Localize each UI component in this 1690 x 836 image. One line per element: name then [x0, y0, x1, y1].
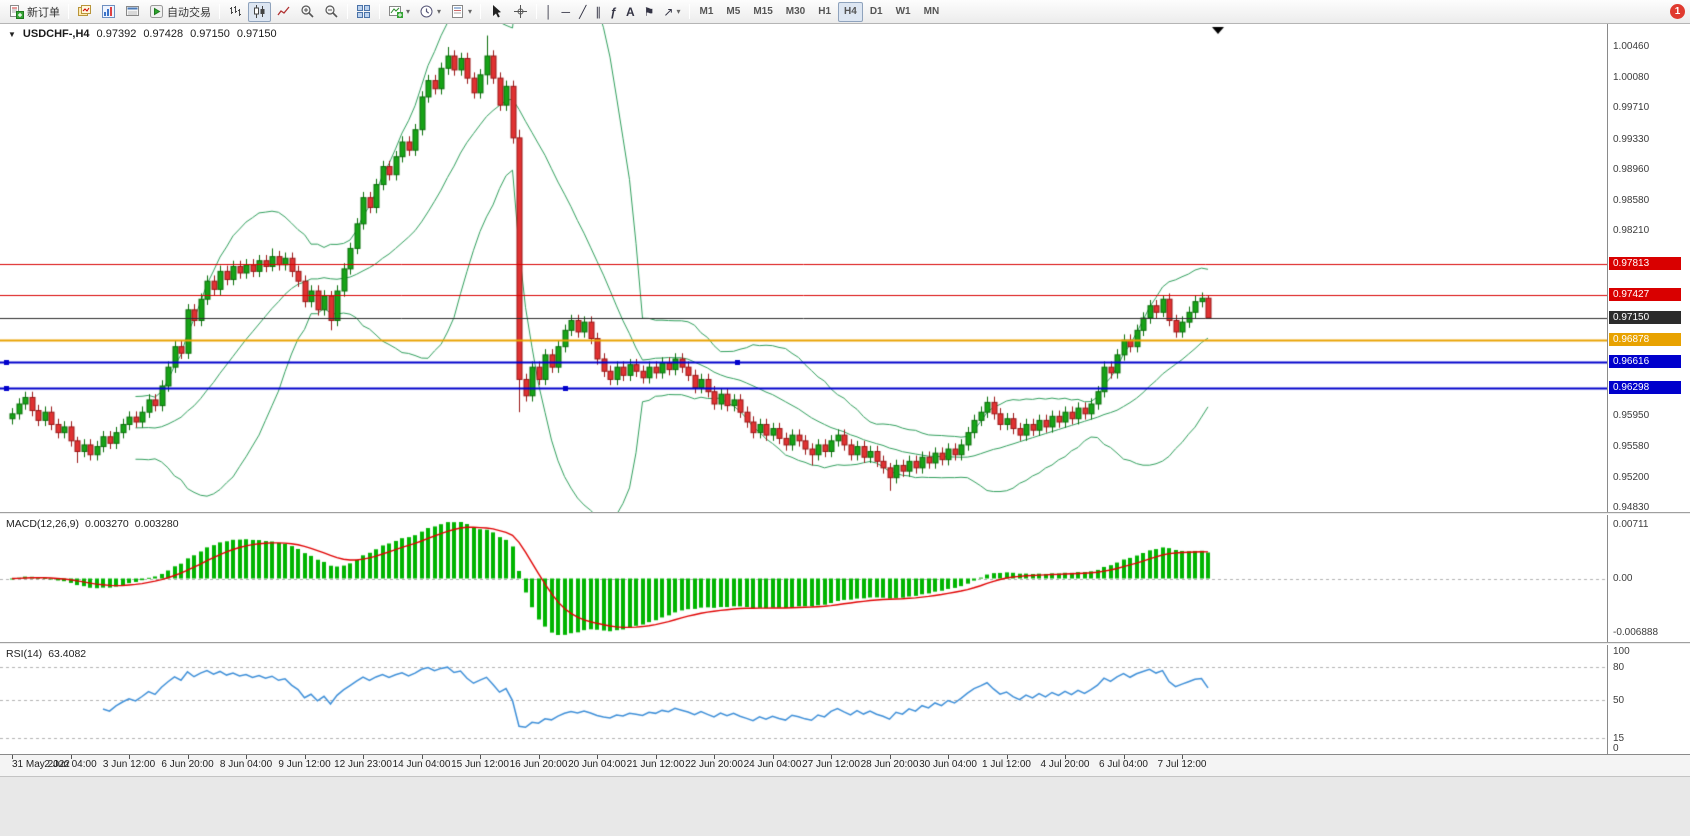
channel-button[interactable]: ∥	[591, 2, 605, 22]
candlestick-chart-button[interactable]	[248, 1, 271, 22]
chart-symbol-period: USDCHF-,H4	[22, 28, 90, 40]
indicators-icon	[389, 6, 403, 18]
periods-button[interactable]: ▾	[415, 2, 445, 22]
line-chart-button[interactable]	[272, 2, 295, 22]
trendline-button[interactable]: ╱	[575, 2, 590, 22]
market-watch-button[interactable]	[97, 2, 120, 22]
collapse-triangle-icon[interactable]: ▼	[8, 29, 16, 39]
vertical-line-button[interactable]: │	[541, 2, 557, 22]
zoom-in-button[interactable]	[296, 2, 319, 22]
timeframe-h4-button[interactable]: H4	[838, 1, 863, 22]
label-tool-button[interactable]: ⚑	[640, 2, 659, 22]
autotrading-label: 自动交易	[167, 6, 211, 19]
terminal-button[interactable]	[121, 2, 144, 22]
text-tool-button[interactable]: A	[622, 2, 639, 22]
toolbar-separator	[536, 4, 538, 19]
trendline-icon: ╱	[579, 4, 587, 19]
ohlc-low: 0.97150	[190, 28, 230, 40]
dropdown-caret-icon: ▾	[468, 7, 473, 16]
autotrading-button[interactable]: 自动交易	[145, 2, 215, 22]
timeframe-m15-button[interactable]: M15	[747, 2, 778, 22]
bottom-filler	[0, 776, 1690, 836]
timeframe-d1-button[interactable]: D1	[864, 2, 889, 22]
toolbar-separator	[68, 4, 69, 19]
crosshair-button[interactable]	[509, 2, 532, 22]
rsi-panel	[0, 645, 1690, 754]
macd-name: MACD(12,26,9)	[6, 518, 79, 530]
main-chart-canvas[interactable]	[0, 24, 1607, 512]
charts-window-icon	[78, 5, 91, 16]
notification-badge[interactable]: 1	[1670, 4, 1685, 19]
ohlc-high: 0.97428	[143, 28, 184, 40]
macd-main-value: 0.003270	[84, 518, 129, 530]
periods-icon	[420, 5, 433, 18]
macd-canvas[interactable]	[0, 515, 1607, 642]
timeframe-w1-button[interactable]: W1	[890, 2, 917, 22]
timeframe-mn-button[interactable]: MN	[918, 2, 946, 22]
timeframe-h1-button[interactable]: H1	[812, 2, 837, 22]
price-axis-border	[1607, 24, 1608, 754]
bar-chart-button[interactable]	[224, 2, 247, 22]
cursor-button[interactable]	[485, 2, 508, 22]
timeframe-m1-button[interactable]: M1	[694, 2, 720, 22]
horizontal-line-button[interactable]: ─	[558, 2, 575, 22]
dropdown-caret-icon: ▾	[406, 7, 411, 16]
equidistant-channel-icon: ∥	[595, 4, 602, 19]
arrow-tool-icon: ↗	[663, 4, 674, 19]
rsi-name: RSI(14)	[6, 648, 43, 660]
toolbar-separator	[219, 4, 220, 19]
price-chart-panel	[0, 24, 1690, 512]
rsi-canvas[interactable]	[0, 645, 1607, 754]
ohlc-close: 0.97150	[236, 28, 277, 40]
zoom-out-icon	[325, 5, 338, 18]
toolbar-separator	[688, 4, 690, 19]
macd-indicator-label: MACD(12,26,9) 0.003270 0.003280	[6, 518, 179, 530]
new-order-button[interactable]: 新订单	[5, 2, 64, 22]
templates-icon	[452, 5, 464, 18]
new-order-label: 新订单	[27, 6, 60, 19]
templates-button[interactable]: ▾	[446, 2, 476, 22]
chart-title: ▼ USDCHF-,H4 0.97392 0.97428 0.97150 0.9…	[8, 28, 277, 40]
ohlc-open: 0.97392	[96, 28, 137, 40]
toolbar-separator	[379, 4, 380, 19]
terminal-icon	[126, 6, 139, 16]
line-chart-icon	[277, 6, 290, 16]
zoom-out-button[interactable]	[320, 2, 343, 22]
time-axis[interactable]	[0, 754, 1690, 776]
autotrading-icon	[150, 5, 163, 18]
market-watch-icon	[102, 5, 115, 18]
arrows-tool-button[interactable]: ↗ ▾	[659, 2, 684, 22]
crosshair-icon	[514, 5, 528, 18]
dropdown-caret-icon: ▾	[437, 7, 442, 16]
dropdown-caret-icon: ▾	[676, 7, 681, 16]
cursor-icon	[493, 5, 502, 18]
new-order-icon	[10, 5, 24, 19]
macd-panel	[0, 515, 1690, 642]
fibonacci-icon: ƒ	[610, 4, 617, 19]
vertical-line-icon: │	[545, 4, 553, 19]
charts-window-button[interactable]	[73, 2, 96, 22]
panel-splitter[interactable]	[0, 512, 1690, 515]
panel-splitter[interactable]	[0, 642, 1690, 645]
horizontal-line-icon: ─	[561, 4, 571, 19]
toolbar-separator	[347, 4, 348, 19]
label-tool-icon: ⚑	[643, 4, 655, 19]
timeframe-m5-button[interactable]: M5	[720, 2, 746, 22]
indicators-button[interactable]: ▾	[384, 2, 414, 22]
tile-windows-button[interactable]	[352, 2, 375, 22]
bar-chart-icon	[230, 6, 241, 16]
timeframe-m30-button[interactable]: M30	[780, 2, 811, 22]
fibonacci-button[interactable]: ƒ	[606, 2, 621, 22]
toolbar: 新订单 自动交易	[0, 0, 1690, 24]
macd-signal-value: 0.003280	[134, 518, 179, 530]
zoom-in-icon	[301, 5, 314, 18]
candlestick-icon	[254, 5, 265, 18]
text-tool-icon: A	[625, 4, 635, 19]
rsi-indicator-label: RSI(14) 63.4082	[6, 648, 86, 660]
tile-windows-icon	[357, 5, 370, 18]
toolbar-separator	[480, 4, 482, 19]
rsi-value: 63.4082	[48, 648, 87, 660]
